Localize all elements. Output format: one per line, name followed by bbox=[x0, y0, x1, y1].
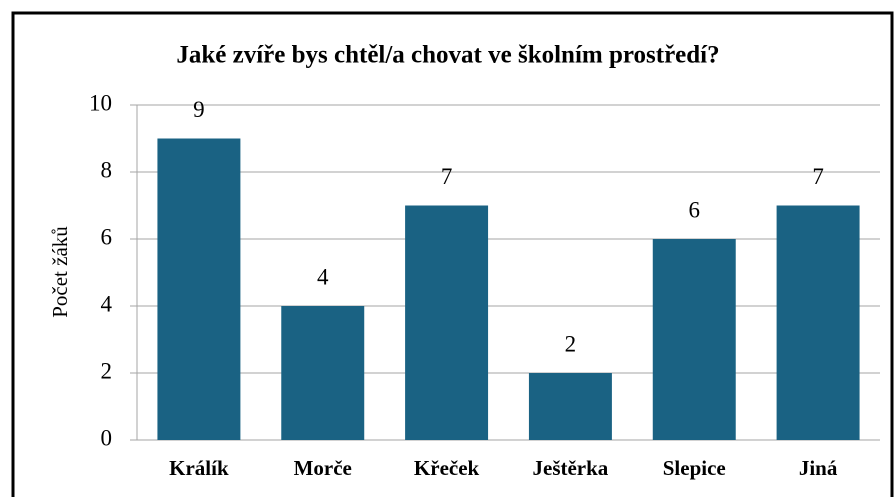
bar bbox=[405, 205, 489, 440]
x-tick-label: Ještěrka bbox=[533, 456, 609, 480]
y-tick-label: 2 bbox=[101, 358, 113, 383]
data-label: 9 bbox=[193, 97, 205, 122]
bar bbox=[281, 306, 365, 440]
chart-border bbox=[11, 11, 894, 497]
x-tick-label: Křeček bbox=[414, 456, 480, 480]
bar bbox=[157, 138, 241, 440]
y-tick-label: 0 bbox=[101, 425, 113, 450]
x-tick-label: Morče bbox=[294, 456, 352, 480]
y-axis-label: Počet žáků bbox=[48, 226, 72, 318]
y-tick-label: 8 bbox=[101, 157, 113, 182]
data-label: 7 bbox=[441, 164, 453, 189]
y-tick-label: 10 bbox=[89, 90, 112, 115]
bar bbox=[776, 205, 860, 440]
data-label: 4 bbox=[317, 264, 329, 289]
data-label: 6 bbox=[689, 197, 701, 222]
x-tick-label: Jiná bbox=[799, 456, 838, 480]
data-label: 7 bbox=[812, 164, 824, 189]
bar bbox=[528, 373, 612, 440]
y-tick-label: 6 bbox=[101, 224, 113, 249]
bar bbox=[652, 239, 736, 440]
x-tick-label: Králík bbox=[169, 456, 229, 480]
data-label: 2 bbox=[565, 331, 577, 356]
chart-title: Jaké zvíře bys chtěl/a chovat ve školním… bbox=[176, 42, 719, 69]
y-tick-label: 4 bbox=[101, 291, 113, 316]
x-tick-label: Slepice bbox=[663, 456, 726, 480]
